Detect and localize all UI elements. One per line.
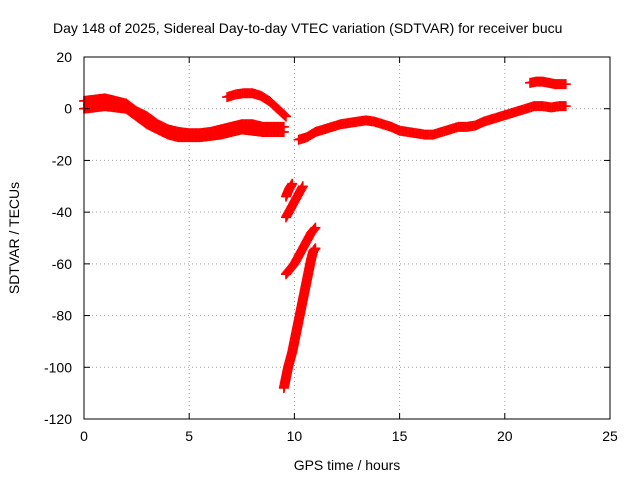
y-axis-label: SDTVAR / TECUs — [6, 182, 22, 294]
data-point — [310, 243, 321, 254]
data-point — [278, 109, 289, 120]
series-recovery — [293, 101, 571, 145]
y-tick-label: -80 — [52, 308, 72, 324]
data-point — [309, 223, 320, 234]
series-drop-upper — [280, 181, 308, 223]
data-point — [310, 222, 321, 233]
data-point — [280, 111, 291, 122]
series-drop-top — [280, 178, 298, 202]
series-drop-steep — [278, 243, 321, 393]
y-tick-label: -100 — [44, 359, 72, 375]
y-tick-label: 20 — [56, 49, 72, 65]
y-tick-label: -60 — [52, 256, 72, 272]
y-tick-label: -40 — [52, 204, 72, 220]
data-point — [308, 224, 319, 235]
x-tick-label: 5 — [185, 428, 193, 444]
x-tick-label: 10 — [287, 428, 303, 444]
x-tick-label: 25 — [602, 428, 618, 444]
series-late-band — [525, 76, 571, 90]
y-tick-label: -120 — [44, 411, 72, 427]
data-point — [278, 126, 289, 137]
plot-frame — [83, 56, 611, 420]
data-point — [287, 178, 298, 189]
x-tick-label: 20 — [497, 428, 513, 444]
y-tick-label: -20 — [52, 152, 72, 168]
axis-ticks: 0 5 10 15 20 25 -120 -100 -80 -60 -40 -20 0 20 — [44, 49, 618, 444]
data-point — [279, 110, 290, 121]
x-axis-label: GPS time / hours — [294, 457, 401, 473]
series-drop-middle — [280, 222, 321, 280]
data-point — [560, 101, 571, 112]
series-arc-morning — [222, 88, 291, 122]
data-points — [79, 76, 571, 393]
series-main-band-lower — [79, 101, 289, 143]
data-point — [297, 181, 308, 192]
x-tick-label: 0 — [80, 428, 88, 444]
data-point — [560, 79, 571, 90]
chart-title: Day 148 of 2025, Sidereal Day-to-day VTE… — [53, 20, 562, 36]
y-tick-label: 0 — [64, 101, 72, 117]
x-tick-label: 15 — [392, 428, 408, 444]
